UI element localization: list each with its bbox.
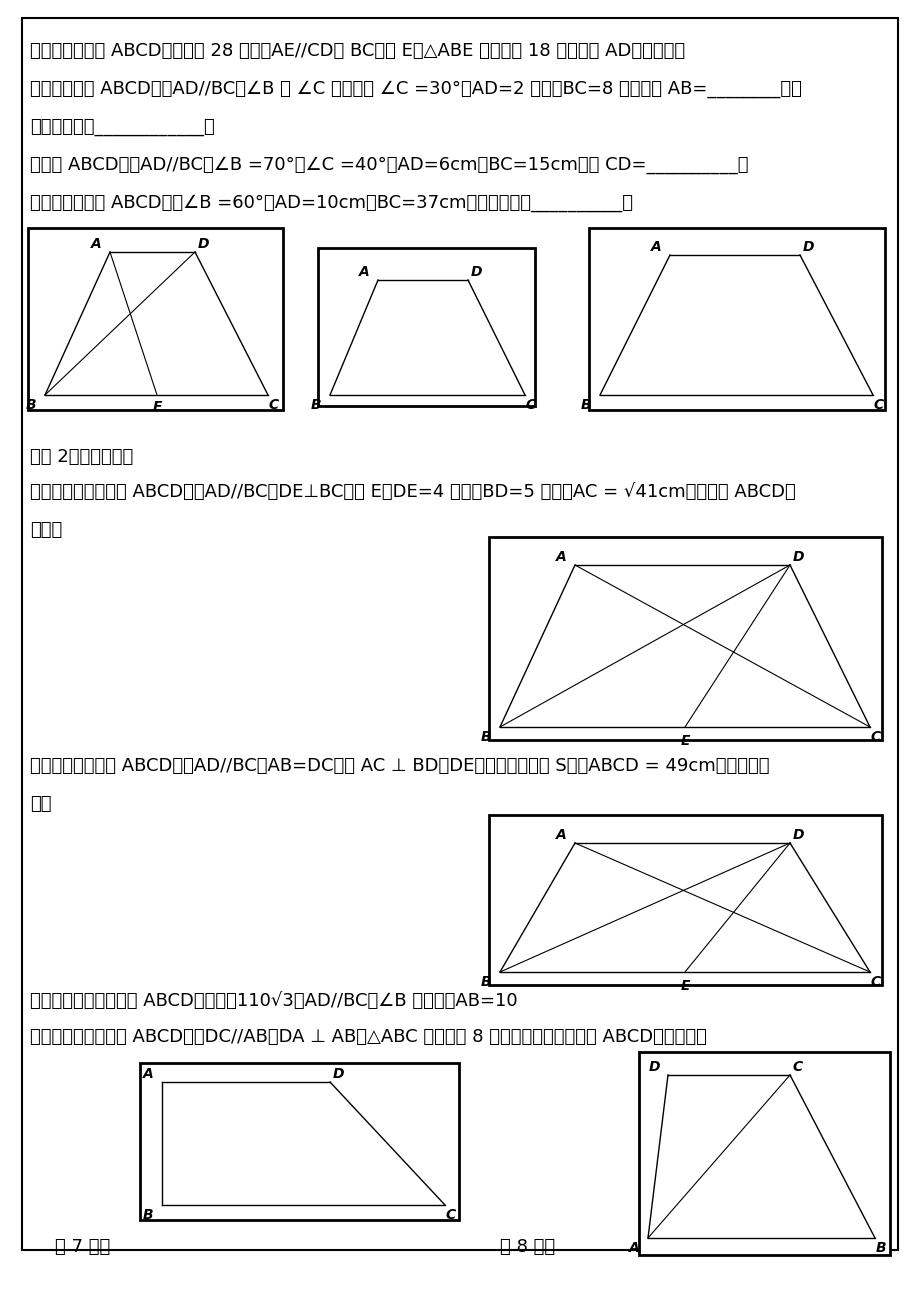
Text: A: A	[650, 240, 661, 254]
Bar	[318, 247, 535, 406]
Bar	[639, 1052, 889, 1255]
Bar	[28, 228, 283, 410]
Text: D: D	[332, 1068, 344, 1081]
Text: D: D	[791, 828, 803, 842]
Text: 第 8 题图: 第 8 题图	[499, 1238, 554, 1256]
Text: 高。: 高。	[30, 796, 51, 812]
Text: C: C	[792, 1060, 802, 1074]
Text: D: D	[197, 237, 209, 251]
Text: 如图，等腰梯形 ABCD中，∠B =60°，AD=10cm，BC=37cm，求它的腰长__________。: 如图，等腰梯形 ABCD中，∠B =60°，AD=10cm，BC=37cm，求它…	[30, 194, 632, 212]
Text: B: B	[580, 398, 591, 411]
Bar	[489, 815, 881, 986]
Bar	[588, 228, 884, 410]
Text: A: A	[555, 549, 566, 564]
Text: 如图，在等腰梯形 ABCD中，AD//BC，AB=DC，且 AC ⊥ BD，DE是梯形的高，若 S梯形ABCD = 49cm，求梯形的: 如图，在等腰梯形 ABCD中，AD//BC，AB=DC，且 AC ⊥ BD，DE…	[30, 756, 768, 775]
Text: B: B	[480, 730, 491, 743]
Text: 梯形的周长是____________。: 梯形的周长是____________。	[30, 118, 214, 135]
Text: E: E	[152, 400, 162, 414]
Text: C: C	[446, 1208, 456, 1223]
Text: D: D	[801, 240, 813, 254]
Text: A: A	[628, 1241, 639, 1255]
Text: B: B	[142, 1208, 153, 1223]
Text: E: E	[679, 734, 689, 749]
Text: C: C	[870, 975, 880, 990]
Text: D: D	[791, 549, 803, 564]
Text: B: B	[875, 1241, 885, 1255]
Text: C: C	[526, 398, 536, 411]
Text: C: C	[873, 398, 883, 411]
Text: B: B	[26, 398, 36, 411]
Text: E: E	[679, 979, 689, 993]
Text: C: C	[268, 398, 278, 411]
Text: A: A	[555, 828, 566, 842]
Text: 在梯形 ABCD中，AD//BC，∠B =70°，∠C =40°，AD=6cm，BC=15cm，求 CD=__________。: 在梯形 ABCD中，AD//BC，∠B =70°，∠C =40°，AD=6cm，…	[30, 156, 748, 174]
Text: 如图所示，梯形 ABCD的周长为 28 厘米，AE//CD交 BC于点 E，△ABE 的周长是 18 厘米，则 AD的长等于。: 如图所示，梯形 ABCD的周长为 28 厘米，AE//CD交 BC于点 E，△A…	[30, 42, 685, 60]
Text: A: A	[91, 237, 101, 251]
Text: 考点 2：梯形的面积: 考点 2：梯形的面积	[30, 448, 133, 466]
Text: C: C	[870, 730, 880, 743]
Text: D: D	[470, 266, 482, 279]
Text: 如图所示，直角梯形 ABCD中，DC//AB，DA ⊥ AB，△ABC 是边长为 8 的等边三角形，则梯形 ABCD的面积为。: 如图所示，直角梯形 ABCD中，DC//AB，DA ⊥ AB，△ABC 是边长为…	[30, 1029, 706, 1046]
Text: B: B	[480, 975, 491, 990]
Text: D: D	[648, 1060, 659, 1074]
Text: A: A	[142, 1068, 153, 1081]
Text: A: A	[358, 266, 369, 279]
Text: 面积。: 面积。	[30, 521, 62, 539]
Bar	[140, 1062, 459, 1220]
Text: B: B	[311, 398, 321, 411]
Text: 如图，已知：在梯形 ABCD中，AD//BC，DE⊥BC于点 E，DE=4 厘米，BD=5 厘米，AC = √41cm，求梯形 ABCD的: 如图，已知：在梯形 ABCD中，AD//BC，DE⊥BC于点 E，DE=4 厘米…	[30, 483, 795, 501]
Bar	[489, 536, 881, 740]
Text: 如图，在梯形 ABCD中，AD//BC，∠B 与 ∠C 互余，若 ∠C =30°，AD=2 厘米，BC=8 厘米，求 AB=________，及: 如图，在梯形 ABCD中，AD//BC，∠B 与 ∠C 互余，若 ∠C =30°…	[30, 79, 801, 98]
Text: 如图，已知：直角梯形 ABCD的面积是110√3，AD//BC，∠B 是直角，AB=10: 如图，已知：直角梯形 ABCD的面积是110√3，AD//BC，∠B 是直角，A…	[30, 992, 517, 1010]
Text: 第 7 题图: 第 7 题图	[55, 1238, 110, 1256]
